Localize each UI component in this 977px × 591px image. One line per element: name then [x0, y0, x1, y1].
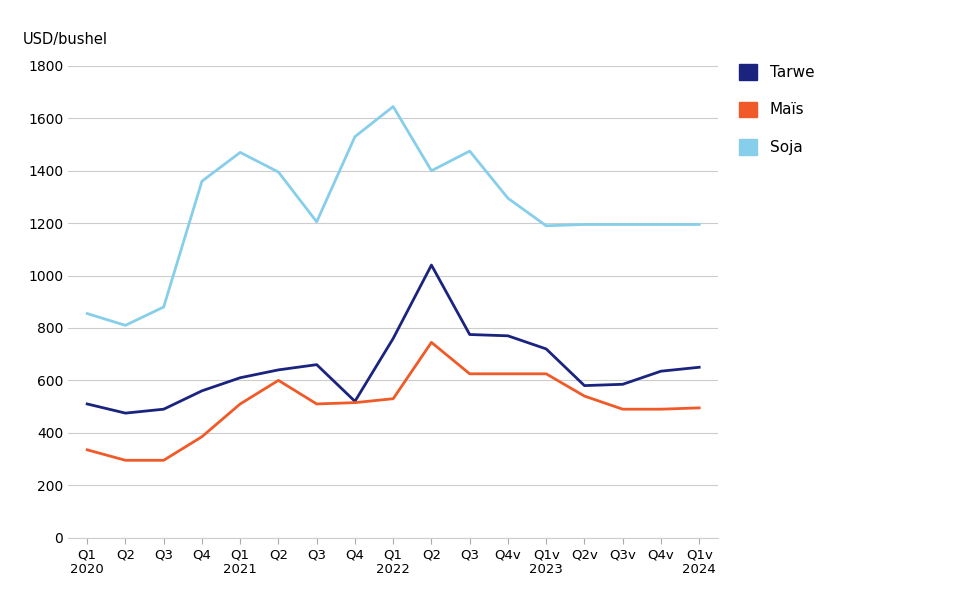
Legend: Tarwe, Maïs, Soja: Tarwe, Maïs, Soja	[739, 64, 813, 155]
Text: USD/bushel: USD/bushel	[22, 32, 107, 47]
